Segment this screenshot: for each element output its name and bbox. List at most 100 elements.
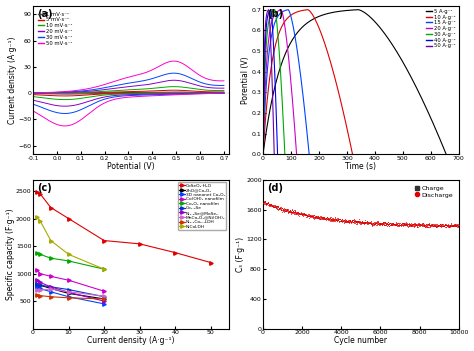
Discharge [396,222,403,228]
Discharge [396,223,404,228]
Charge [440,219,447,225]
Discharge [318,215,326,221]
Discharge [437,221,444,227]
Charge [318,214,326,220]
Charge [305,210,312,216]
Discharge [417,222,425,227]
Discharge [377,221,384,226]
Discharge [452,223,460,229]
Discharge [314,215,321,221]
Discharge [380,220,387,225]
Discharge [327,218,335,223]
Charge [421,221,429,226]
Charge [408,220,416,226]
Discharge [417,221,424,227]
Discharge [385,221,392,227]
Charge [295,208,302,214]
Discharge [424,221,432,226]
Discharge [405,223,413,229]
Charge [260,197,268,202]
Charge [376,219,384,225]
Charge [429,218,437,224]
Charge [347,215,355,221]
Charge [446,221,454,227]
Charge [370,218,377,224]
Discharge [371,220,379,226]
Charge [350,218,358,224]
Charge [437,220,444,226]
Discharge [341,217,348,223]
Discharge [386,220,393,226]
Discharge [399,222,407,228]
Discharge [293,211,301,216]
Discharge [362,220,370,225]
Charge [393,219,401,225]
Charge [294,208,301,214]
Charge [413,220,420,225]
Y-axis label: Cₛ (F·g⁻¹): Cₛ (F·g⁻¹) [236,237,245,272]
Discharge [364,221,372,227]
Discharge [415,221,423,227]
Charge [275,204,283,210]
Charge [361,217,369,223]
Discharge [313,214,321,220]
Line: ZnO@Co₃O₄: ZnO@Co₃O₄ [35,282,106,301]
Charge [379,218,387,223]
Discharge [266,202,273,208]
Charge [419,221,426,226]
Charge [412,220,419,226]
Discharge [371,221,378,227]
Discharge [373,220,380,225]
Charge [384,218,392,224]
Discharge [338,216,346,222]
Charge [324,214,331,220]
Discharge [307,213,315,219]
Charge [361,219,368,224]
Discharge [266,201,273,207]
30 A·g⁻¹ [270,9,275,14]
50 mV·s⁻¹ [146,94,152,98]
Charge [407,220,414,226]
Charge [306,211,314,217]
Charge [375,217,383,223]
Discharge [419,221,427,226]
1 mV·s⁻¹ [152,91,158,95]
Discharge [422,223,429,229]
Charge [392,218,400,224]
Charge [293,209,301,214]
Charge [261,197,268,202]
Charge [361,218,369,223]
Discharge [285,208,293,214]
Discharge [368,223,375,228]
Charge [304,211,311,217]
Charge [407,219,415,224]
Discharge [299,211,307,216]
Charge [337,216,345,221]
Charge [266,199,273,205]
Charge [419,220,427,226]
Discharge [388,220,395,226]
Charge [313,213,320,218]
Discharge [411,221,419,226]
Discharge [410,221,417,227]
Discharge [428,223,435,228]
Charge [317,211,324,217]
Charge [291,207,298,213]
Charge [455,219,462,225]
Charge [444,221,452,226]
Charge [426,220,434,226]
Discharge [328,217,336,223]
Discharge [403,222,410,228]
Charge [349,218,356,223]
Discharge [426,221,433,227]
Discharge [371,219,379,225]
Discharge [343,218,351,224]
Charge [367,218,374,224]
Charge [387,219,394,225]
Discharge [306,213,313,218]
10 A·g⁻¹ [350,152,356,156]
Charge [302,211,310,216]
Charge [447,221,455,227]
Charge [314,213,321,218]
Charge [270,201,278,207]
